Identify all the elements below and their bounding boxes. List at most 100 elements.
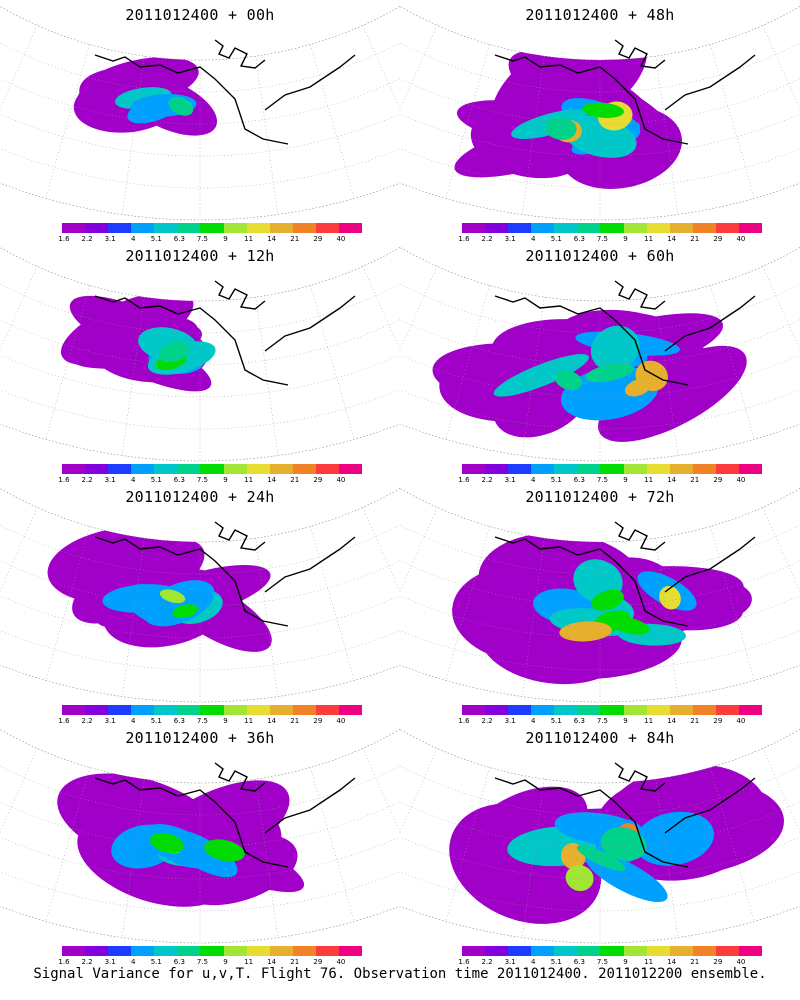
colorbar-tick-label: 6.3: [573, 958, 585, 966]
colorbar-tick-label: 14: [267, 476, 277, 484]
forecast-panel: 2011012400 + 00h 1.6 2.2 3.1 4 5.1 6.3 7.5 9 11 14…: [0, 0, 400, 245]
colorbar-swatch: [246, 223, 270, 233]
colorbar-tick-label: 5.1: [150, 476, 162, 484]
longitude-line: [445, 44, 490, 199]
panel-title: 2011012400 + 60h: [525, 247, 675, 265]
variance-field: [73, 57, 218, 136]
colorbar-tick-label: 40: [736, 958, 746, 966]
colorbar-tick-label: 3.1: [104, 717, 116, 725]
colorbar-swatch: [108, 223, 132, 233]
colorbar-labels: 1.6 2.2 3.1 4 5.1 6.3 7.5 9 11 14 21 29 40: [458, 717, 762, 727]
latitude-line: [400, 765, 800, 816]
colorbar-tick-label: 2.2: [81, 476, 93, 484]
variance-field: [57, 773, 305, 907]
longitude-line: [445, 767, 490, 922]
colorbar-tick-label: 2.2: [481, 717, 493, 725]
colorbar-swatch: [246, 464, 270, 474]
colorbar-tick-label: 21: [290, 958, 300, 966]
longitude-line: [521, 779, 545, 938]
colorbar-swatch: [85, 464, 109, 474]
colorbar-swatch: [85, 705, 109, 715]
colorbar: [62, 946, 363, 956]
colorbar: [62, 223, 363, 233]
colorbar-swatch: [669, 223, 693, 233]
variance-contour: [168, 96, 194, 116]
colorbar-swatch: [738, 705, 763, 715]
variance-contour: [158, 341, 190, 363]
figure-caption: Signal Variance for u,v,T. Flight 76. Ob…: [33, 966, 767, 982]
latitude-line: [400, 595, 800, 639]
colorbar-tick-label: 1.6: [58, 235, 70, 243]
variance-map: [0, 729, 400, 944]
variance-contour: [582, 102, 625, 118]
colorbar-tick-label: 29: [313, 235, 323, 243]
panel-title: 2011012400 + 12h: [125, 247, 275, 265]
colorbar-tick-label: 29: [313, 476, 323, 484]
colorbar-tick-label: 3.1: [104, 235, 116, 243]
colorbar-tick-label: 7.5: [196, 476, 209, 484]
colorbar-tick-label: 14: [267, 958, 277, 966]
variance-field: [60, 291, 216, 392]
colorbar-swatch: [269, 705, 293, 715]
variance-contour: [597, 345, 747, 442]
colorbar-tick-label: 3.1: [504, 958, 516, 966]
variance-field: [432, 309, 747, 442]
colorbar-swatch: [577, 705, 601, 715]
colorbar-swatch: [177, 705, 201, 715]
colorbar-tick-label: 5.1: [150, 235, 162, 243]
colorbar-labels: 1.6 2.2 3.1 4 5.1 6.3 7.5 9 11 14 21 29 40: [58, 476, 362, 486]
colorbar-swatch: [131, 946, 155, 956]
panel-title: 2011012400 + 72h: [525, 488, 675, 506]
colorbar-swatch: [646, 946, 670, 956]
colorbar-tick-label: 1.6: [58, 476, 70, 484]
longitude-line: [655, 297, 679, 456]
colorbar-swatch: [715, 705, 739, 715]
latitude-line: [0, 42, 400, 93]
coastline: [494, 777, 689, 868]
colorbar-swatch: [508, 464, 532, 474]
colorbar-swatch: [85, 946, 109, 956]
variance-contour: [159, 589, 186, 604]
colorbar-swatch: [62, 705, 86, 715]
colorbar-tick-label: 11: [244, 958, 254, 966]
colorbar-tick-label: 4: [530, 958, 536, 966]
colorbar-swatch: [154, 946, 178, 956]
colorbar: [462, 223, 763, 233]
colorbar: [462, 946, 763, 956]
coastline: [214, 39, 266, 69]
coastline: [214, 521, 266, 551]
colorbar-tick-label: 11: [644, 717, 654, 725]
coastline: [664, 54, 756, 111]
variance-contour: [576, 845, 626, 871]
coastline: [614, 39, 666, 69]
variance-map: [0, 488, 400, 703]
colorbar-swatch: [715, 223, 739, 233]
longitude-line: [45, 526, 90, 681]
forecast-panel: 2011012400 + 84h 1.6 2.2 3.1 4 5.1 6.3 7.5 9 11 14…: [400, 723, 800, 968]
colorbar-tick-label: 4: [130, 476, 136, 484]
colorbar-tick-label: 21: [690, 958, 700, 966]
colorbar-swatch: [200, 464, 224, 474]
colorbar-tick-label: 11: [644, 235, 654, 243]
longitude-line: [310, 767, 355, 922]
colorbar-swatch: [554, 223, 578, 233]
colorbar-swatch: [738, 946, 763, 956]
colorbar-swatch: [200, 705, 224, 715]
colorbar-tick-label: 3.1: [504, 717, 516, 725]
colorbar-swatch: [292, 946, 316, 956]
colorbar-swatch: [131, 705, 155, 715]
colorbar-tick-label: 3.1: [504, 476, 516, 484]
colorbar-tick-label: 7.5: [596, 958, 609, 966]
colorbar-swatch: [131, 223, 155, 233]
variance-field: [47, 526, 272, 652]
colorbar-tick-label: 29: [713, 717, 723, 725]
colorbar-tick-label: 14: [667, 958, 677, 966]
colorbar-swatch: [600, 223, 624, 233]
variance-field: [452, 532, 752, 685]
colorbar-swatch: [246, 705, 270, 715]
colorbar-tick-label: 11: [244, 476, 254, 484]
colorbar-tick-label: 40: [736, 476, 746, 484]
colorbar-swatch: [223, 946, 247, 956]
latitude-line: [0, 765, 400, 816]
colorbar-tick-label: 7.5: [596, 235, 609, 243]
